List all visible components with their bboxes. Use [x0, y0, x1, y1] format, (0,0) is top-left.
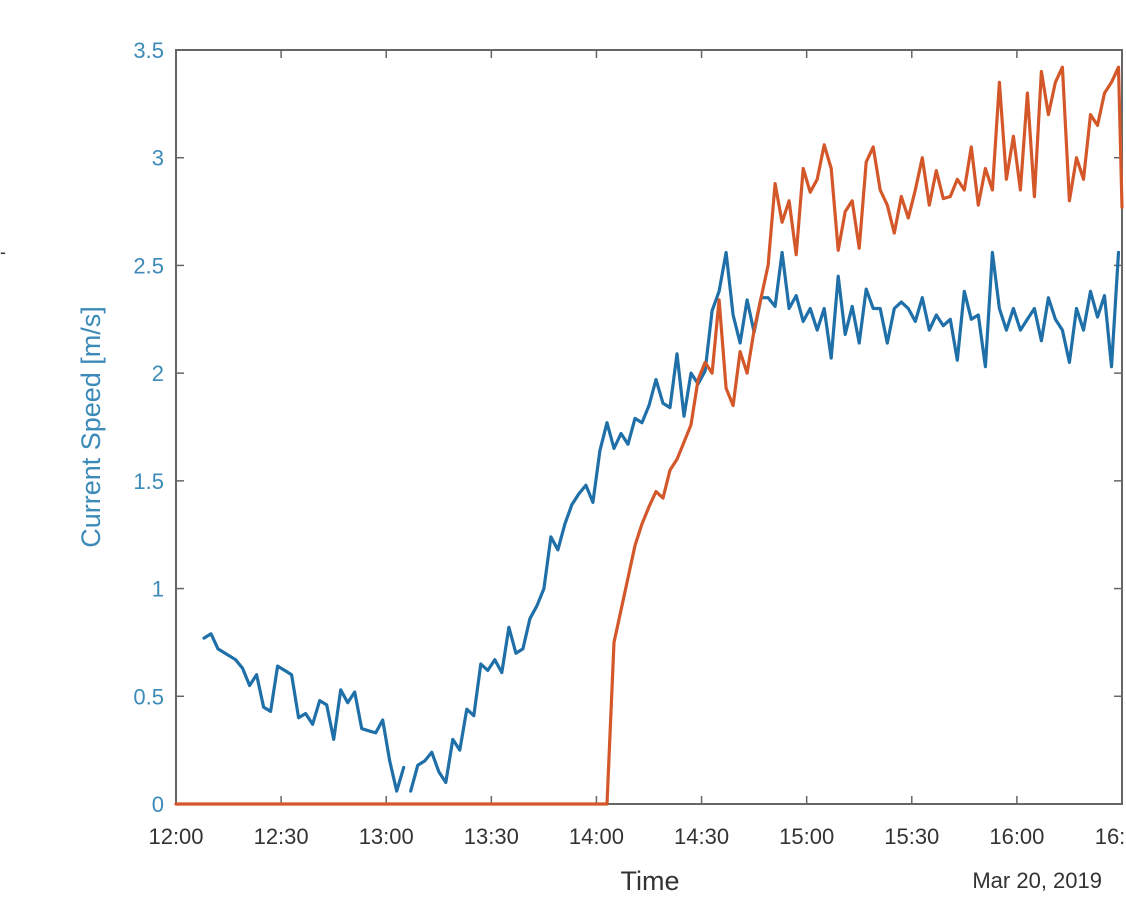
x-tick-label: 13:30 — [464, 824, 519, 849]
series-1-line-segment-2 — [409, 250, 1121, 793]
x-tick-label: 15:30 — [884, 824, 939, 849]
x-tick-label: 16:00 — [989, 824, 1044, 849]
x-tick-labels: 12:00 12:30 13:00 13:30 14:00 14:30 15:00 15:30… — [148, 824, 1125, 849]
plot-area — [175, 49, 1123, 805]
y-tick-label: 3.5 — [133, 38, 164, 63]
series-1-line-segment-1 — [202, 632, 406, 793]
x-tick-label: 14:30 — [674, 824, 729, 849]
series-layer — [174, 65, 1124, 806]
y-tick-label: 2.5 — [133, 253, 164, 278]
y-tick-label: 0.5 — [133, 684, 164, 709]
axes-box — [175, 49, 1123, 805]
edge-mark: ‑ — [0, 242, 6, 262]
y-tick-label: 2 — [152, 361, 164, 386]
tick-marks — [175, 49, 1123, 805]
date-label: Mar 20, 2019 — [972, 868, 1102, 893]
series-2-line-segment-2 — [605, 65, 1124, 806]
y-axis-label: Current Speed [m/s] — [76, 306, 106, 548]
x-axis-label: Time — [621, 866, 680, 896]
y-tick-label: 1.5 — [133, 469, 164, 494]
x-tick-label: 12:00 — [148, 824, 203, 849]
y-tick-label: 1 — [152, 577, 164, 602]
x-tick-label: 14:00 — [569, 824, 624, 849]
y-tick-labels: 0 0.5 1 1.5 2 2.5 3 3.5 — [133, 38, 164, 817]
y-tick-label: 3 — [152, 146, 164, 171]
x-tick-label: 15:00 — [779, 824, 834, 849]
x-tick-label: 13:00 — [359, 824, 414, 849]
x-tick-label: 12:30 — [254, 824, 309, 849]
y-tick-label: 0 — [152, 792, 164, 817]
x-tick-label: 16: — [1095, 824, 1126, 849]
